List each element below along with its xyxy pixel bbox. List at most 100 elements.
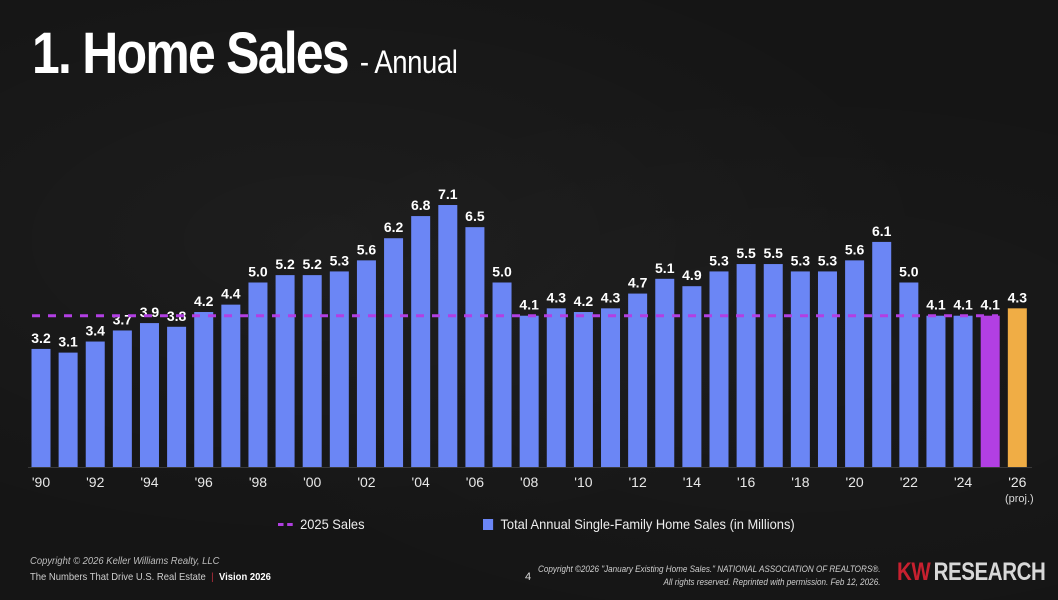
- data-label-2008: 4.1: [519, 297, 539, 313]
- x-tick-label: '96: [195, 474, 213, 490]
- bar-2000: [302, 275, 322, 467]
- x-tick-label: '26: [1008, 474, 1026, 490]
- bar-2006: [465, 227, 485, 467]
- bar-2004: [411, 216, 431, 467]
- bar-2003: [384, 238, 404, 467]
- bar-2008: [519, 315, 539, 467]
- x-tick-label: '06: [466, 474, 484, 490]
- data-label-2019: 5.3: [818, 252, 838, 268]
- x-tick-label: '92: [86, 474, 104, 490]
- source-line-1: Copyright ©2026 "January Existing Home S…: [537, 564, 880, 574]
- bar-2022: [899, 282, 919, 467]
- data-label-2006: 6.5: [465, 208, 485, 224]
- data-label-1994: 3.9: [140, 304, 160, 320]
- bar-2005: [438, 205, 458, 467]
- bar-2009: [546, 308, 566, 467]
- logo-kw: KW: [897, 558, 931, 586]
- bar-2026: [1007, 308, 1027, 467]
- data-label-2010: 4.2: [574, 293, 594, 309]
- bar-1996: [194, 312, 214, 467]
- logo-research: RESEARCH: [933, 558, 1046, 586]
- bar-2001: [329, 271, 349, 467]
- data-label-2025: 4.1: [980, 297, 1000, 313]
- data-label-1998: 5.0: [248, 264, 268, 280]
- copyright-text: Copyright © 2026 Keller Williams Realty,…: [30, 555, 220, 567]
- square-swatch-icon: [483, 518, 494, 530]
- x-tick-label: '10: [574, 474, 592, 490]
- x-tick-label: '24: [954, 474, 972, 490]
- source-line-2: All rights reserved. Reprinted with perm…: [662, 577, 880, 587]
- x-tick-label: '12: [629, 474, 647, 490]
- x-tick-label: '90: [32, 474, 50, 490]
- legend-item-reference: 2025 Sales: [278, 516, 365, 532]
- page-number: 4: [525, 571, 532, 583]
- x-tick-label: '94: [140, 474, 158, 490]
- data-label-2011: 4.3: [601, 289, 621, 305]
- bar-2021: [872, 241, 892, 467]
- data-label-1993: 3.7: [113, 311, 133, 327]
- title-subtitle: - Annual: [359, 44, 458, 80]
- bar-1994: [139, 323, 159, 467]
- footer-left: Copyright © 2026 Keller Williams Realty,…: [30, 555, 271, 583]
- bar-2024: [953, 315, 973, 467]
- legend-label-reference: 2025 Sales: [300, 516, 365, 532]
- x-tick-label: '02: [357, 474, 375, 490]
- data-label-2009: 4.3: [547, 289, 567, 305]
- data-label-2024: 4.1: [953, 297, 973, 313]
- x-tick-sublabel: (proj.): [1005, 493, 1034, 505]
- data-label-1990: 3.2: [31, 330, 51, 346]
- bar-2025: [980, 315, 1000, 467]
- bar-1997: [221, 304, 241, 467]
- data-label-2015: 5.3: [709, 252, 729, 268]
- data-label-1996: 4.2: [194, 293, 214, 309]
- page-title: 1. Home Sales - Annual: [32, 20, 458, 87]
- vision-label: Vision 2026: [219, 571, 271, 583]
- data-label-1999: 5.2: [275, 256, 295, 272]
- data-label-2001: 5.3: [330, 252, 350, 268]
- x-tick-label: '16: [737, 474, 755, 490]
- x-tick-label: '00: [303, 474, 321, 490]
- data-label-2014: 4.9: [682, 267, 702, 283]
- bar-2013: [655, 278, 675, 467]
- bar-2023: [926, 315, 946, 467]
- data-label-2020: 5.6: [845, 241, 865, 257]
- bar-2010: [573, 312, 593, 467]
- data-label-2004: 6.8: [411, 197, 431, 213]
- legend-item-series: Total Annual Single-Family Home Sales (i…: [483, 516, 795, 532]
- bar-1991: [58, 352, 78, 467]
- legend-label-series: Total Annual Single-Family Home Sales (i…: [500, 516, 795, 532]
- data-label-2022: 5.0: [899, 264, 919, 280]
- bar-1993: [112, 330, 132, 467]
- bar-2007: [492, 282, 512, 467]
- data-label-1991: 3.1: [58, 334, 78, 350]
- data-label-2007: 5.0: [492, 264, 512, 280]
- data-label-1992: 3.4: [86, 323, 106, 339]
- bar-2014: [682, 286, 702, 467]
- x-tick-label: '22: [900, 474, 918, 490]
- data-label-2013: 5.1: [655, 260, 675, 276]
- bar-2002: [356, 260, 376, 467]
- bar-2016: [736, 264, 756, 467]
- data-label-2000: 5.2: [302, 256, 322, 272]
- x-tick-label: '14: [683, 474, 701, 490]
- data-label-2023: 4.1: [926, 297, 946, 313]
- footer-separator: |: [211, 571, 214, 583]
- bar-2017: [763, 264, 783, 467]
- data-label-2016: 5.5: [736, 245, 756, 261]
- bar-2020: [845, 260, 865, 467]
- data-label-2018: 5.3: [791, 252, 811, 268]
- source-citation: Copyright ©2026 "January Existing Home S…: [538, 563, 880, 589]
- x-tick-label: '98: [249, 474, 267, 490]
- x-tick-label: '20: [845, 474, 863, 490]
- bar-1992: [85, 341, 105, 467]
- data-label-2017: 5.5: [764, 245, 784, 261]
- dashed-line-icon: [278, 522, 293, 526]
- title-main: 1. Home Sales: [32, 21, 350, 86]
- bar-2018: [790, 271, 810, 467]
- bar-2015: [709, 271, 729, 467]
- bar-2011: [601, 308, 621, 467]
- x-tick-label: '18: [791, 474, 809, 490]
- data-label-2003: 6.2: [384, 219, 404, 235]
- bar-1995: [167, 326, 187, 467]
